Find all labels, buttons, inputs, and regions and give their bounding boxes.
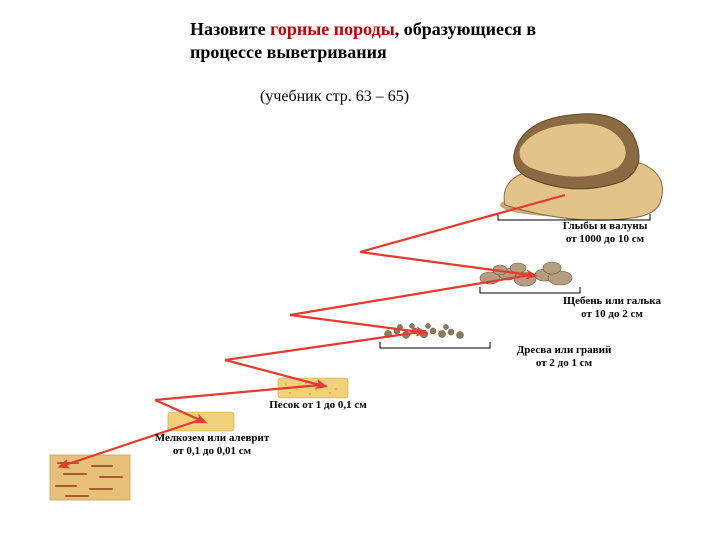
label-gravel: Дресва или гравийот 2 до 1 см: [494, 344, 634, 370]
stage-clay: [50, 455, 130, 500]
weathering-diagram: [0, 0, 720, 540]
label-silt: Мелкозем или алевритот 0,1 до 0,01 см: [142, 432, 282, 458]
stage-rubble: [480, 262, 580, 293]
label-rubble: Щебень или галькаот 10 до 2 см: [542, 295, 682, 321]
zigzag-arrows: [65, 195, 565, 465]
label-boulders: Глыбы и валуныот 1000 до 10 см: [540, 220, 670, 246]
stage-boulders: [498, 114, 662, 221]
label-sand: Песок от 1 до 0,1 см: [258, 399, 378, 412]
